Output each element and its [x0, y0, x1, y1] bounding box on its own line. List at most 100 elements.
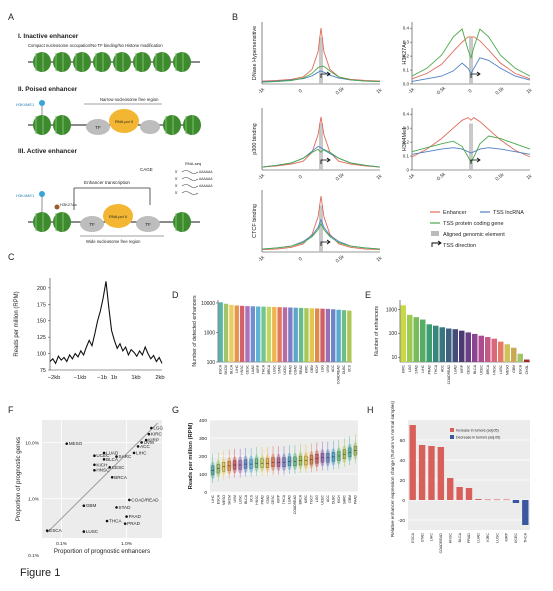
series-line-1 [411, 57, 531, 82]
tss-direction-arrowhead [326, 71, 331, 77]
nucleosome [33, 115, 51, 135]
enhancers-category-label: ESCA [518, 364, 522, 374]
enhancers-bar [446, 328, 452, 362]
y-tick-label: 400 [199, 418, 207, 424]
series-line-2 [261, 222, 381, 250]
y-tick-label: 200 [37, 286, 46, 292]
enhancers-detected-bar [293, 307, 298, 362]
expression-bar [456, 487, 463, 500]
category-label: LUAD [288, 494, 292, 504]
wide-nfr-label: Wide nucleosome free region [86, 239, 141, 244]
tss-direction-arrowhead [476, 71, 481, 77]
point-label: STAD [119, 505, 132, 510]
enhancers-detected-category-label: BRCA [267, 364, 271, 374]
y-tick-label: 1000 [204, 330, 215, 336]
x-tick-label: −1kb [74, 375, 87, 381]
x-tick-label: −2kb [48, 375, 61, 381]
x-tick-label: 0.5k [494, 86, 505, 97]
enhancers-detected-category-label: UCEC [283, 364, 287, 374]
series-line-2 [261, 65, 381, 83]
point-label: ESCA [49, 528, 62, 533]
category-label: KIRC [486, 533, 490, 542]
point-coadread [128, 498, 131, 502]
tf-label: TF [145, 222, 151, 227]
point-label: KIRP [148, 438, 159, 443]
category-label: KIRP [277, 494, 281, 503]
x-tick-label: 0 [298, 174, 304, 181]
x-tick-label: 1.0% [121, 541, 133, 547]
enhancers-category-label: CESC [466, 364, 470, 374]
enhancers-category-label: BRCA [486, 364, 490, 374]
category-label: ACC [326, 494, 330, 502]
x-tick-label: 1b [111, 375, 117, 381]
point-label: BRCA [114, 475, 128, 480]
category-label: BLCA [458, 532, 462, 542]
panel-letter-d: D [172, 290, 179, 300]
tf-shape [136, 216, 160, 232]
y-axis-label: Number of enhancers [374, 306, 380, 356]
enhancers-bar [465, 332, 471, 362]
point-cesc [108, 466, 112, 469]
y-tick-label: 0.1 [403, 154, 410, 159]
profile-plot-B2: H3K27Ac 0.0 0.1 0.2 0.3 0.4 -1k -0.5k 0 0.5k 1k [402, 22, 534, 97]
enhancers-detected-category-label: KIRP [256, 364, 260, 373]
x-tick-label: 0.5k [494, 172, 505, 183]
x-tick-label: 0 [467, 88, 473, 95]
y-tick-label: 0 [406, 168, 409, 173]
y-tick-label: 0.0 [403, 82, 410, 87]
enhancers-bar [400, 305, 406, 362]
point-label: COAD/READ [131, 497, 159, 502]
read-5prime: 5' [175, 184, 178, 188]
enhancers-detected-category-label: CESC [245, 364, 249, 374]
x-tick-label: -1k [257, 254, 266, 263]
aligned-element-bar [469, 37, 473, 84]
y-tick-label: -20 [398, 518, 405, 524]
category-label: LUSC [238, 494, 242, 504]
point-thca [105, 519, 109, 523]
x-tick-label: 1kb [131, 375, 140, 381]
expression-bar [447, 478, 454, 500]
y-tick-label: 20 [400, 478, 406, 484]
point-esca [45, 529, 49, 532]
point-lusc [82, 530, 86, 533]
y-tick-label: 0.4 [403, 26, 410, 31]
category-label: BLCA [244, 494, 248, 504]
y-tick-label: 100 [199, 472, 207, 478]
tss-direction-arrowhead [476, 157, 481, 163]
y-tick-label: 0 [204, 490, 207, 496]
enhancers-detected-bar [266, 306, 272, 362]
y-tick-label: 0.2 [403, 54, 410, 59]
y-tick-label: 0.3 [403, 40, 410, 45]
enhancers-detected-bar [282, 307, 288, 362]
tss-direction-arrow [320, 73, 329, 78]
panel-h-bars: -20 0 20 40 60 Relative enhancer expression c… [390, 400, 530, 553]
h3k4me1-label: H3K4ME1 [16, 193, 35, 198]
read-5prime: 5' [175, 177, 178, 181]
enhancers-detected-category-label: COADREAD [337, 364, 341, 384]
point-kich [93, 463, 96, 467]
panel-letter-g: G [172, 405, 179, 415]
rna-pol-ii [103, 204, 133, 228]
point-kirc [147, 432, 151, 436]
enhancers-detected-category-label: COAD [294, 364, 298, 374]
point-label: THCA [109, 519, 122, 524]
y-tick-label: 200 [199, 454, 207, 460]
legend-swatch-increase [450, 428, 454, 432]
enhancers-detected-category-label: KICH [315, 364, 319, 373]
enhancers-category-label: KIRC [401, 364, 405, 373]
rpm-line [49, 281, 163, 365]
aligned-element-bar [469, 123, 473, 170]
expression-bar [465, 488, 473, 500]
inactive-enhancer-title: I. Inactive enhancer [18, 33, 79, 40]
y-axis-label: DNase Hypersensitive [252, 26, 258, 80]
y-tick-label: 10.0% [25, 440, 39, 446]
legend-label: Aligned genomic element [443, 232, 505, 238]
x-tick-label: -0.5k [435, 171, 447, 183]
enhancers-detected-bar [304, 308, 309, 362]
tss-direction-arrowhead [326, 157, 331, 163]
nucleosome [173, 52, 191, 72]
panel-letter-a: A [8, 12, 14, 22]
tss-direction-arrowhead [326, 239, 331, 245]
